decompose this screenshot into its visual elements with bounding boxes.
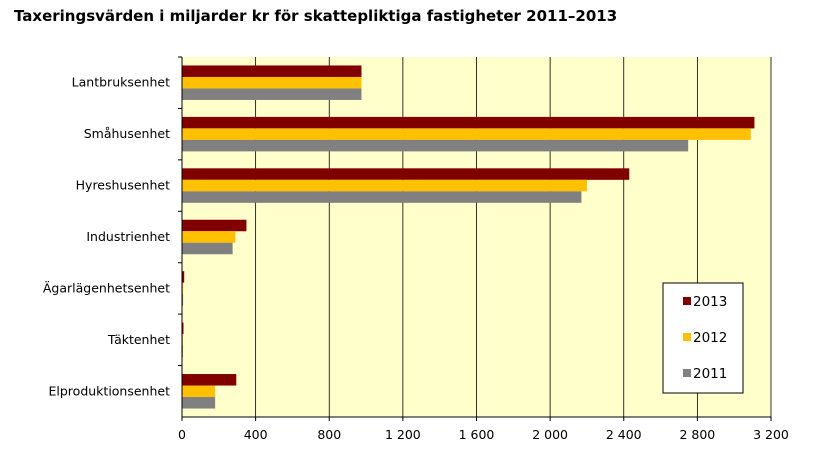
bar-2012: [182, 128, 751, 140]
bar-2013: [182, 65, 362, 77]
chart-title: Taxeringsvärden i miljarder kr för skatt…: [14, 7, 618, 25]
category-label: Hyreshusenhet: [76, 178, 170, 193]
bar-2011: [182, 191, 582, 203]
bar-2012: [182, 76, 362, 89]
x-tick-label: 1 200: [385, 427, 421, 442]
bar-2013: [182, 168, 630, 180]
x-tick-labels: 0 400 800 1 200 1 600 2 000 2 400 2 800 3 200: [178, 417, 789, 442]
bar-2011: [182, 397, 216, 409]
category-label: Lantbruksenhet: [72, 75, 170, 90]
x-tick-label: 2 800: [679, 427, 715, 442]
legend-label: 2013: [693, 294, 727, 310]
bar-2013: [182, 271, 185, 283]
bar-2013: [182, 374, 237, 386]
category-label: Täktenhet: [107, 332, 170, 347]
legend-swatch: [683, 333, 691, 341]
category-label: Småhusenhet: [84, 126, 170, 141]
bar-2013: [182, 219, 247, 232]
legend-label: 2012: [693, 330, 727, 346]
legend-box: [662, 282, 744, 394]
category-label: Elproduktionsenhet: [49, 383, 171, 398]
legend-swatch: [683, 369, 691, 377]
bar-2011: [182, 242, 233, 255]
bar-2013: [182, 116, 755, 129]
legend-label: 2011: [693, 366, 727, 382]
category-labels: Lantbruksenhet Småhusenhet Hyreshusenhet In…: [43, 56, 182, 398]
bar-2012: [182, 385, 216, 398]
bar-2013: [182, 322, 184, 335]
x-tick-label: 2 000: [532, 427, 568, 442]
bar-2012: [182, 231, 236, 243]
bar-2012: [182, 282, 184, 295]
category-label: Industrienhet: [86, 229, 170, 244]
bars: [182, 65, 755, 409]
bar-2011: [182, 88, 362, 100]
x-tick-label: 3 200: [753, 427, 789, 442]
x-tick-label: 1 600: [459, 427, 495, 442]
x-tick-label: 800: [317, 427, 341, 442]
bar-2011: [182, 139, 689, 152]
bar-2011: [182, 294, 184, 306]
x-tick-label: 0: [178, 427, 186, 442]
bar-2012: [182, 179, 587, 192]
legend-swatch: [683, 297, 691, 305]
x-tick-label: 400: [244, 427, 268, 442]
legend: 2013 2012 2011: [662, 282, 744, 394]
category-label: Ägarlägenhetsenhet: [43, 280, 170, 295]
x-tick-label: 2 400: [606, 427, 642, 442]
